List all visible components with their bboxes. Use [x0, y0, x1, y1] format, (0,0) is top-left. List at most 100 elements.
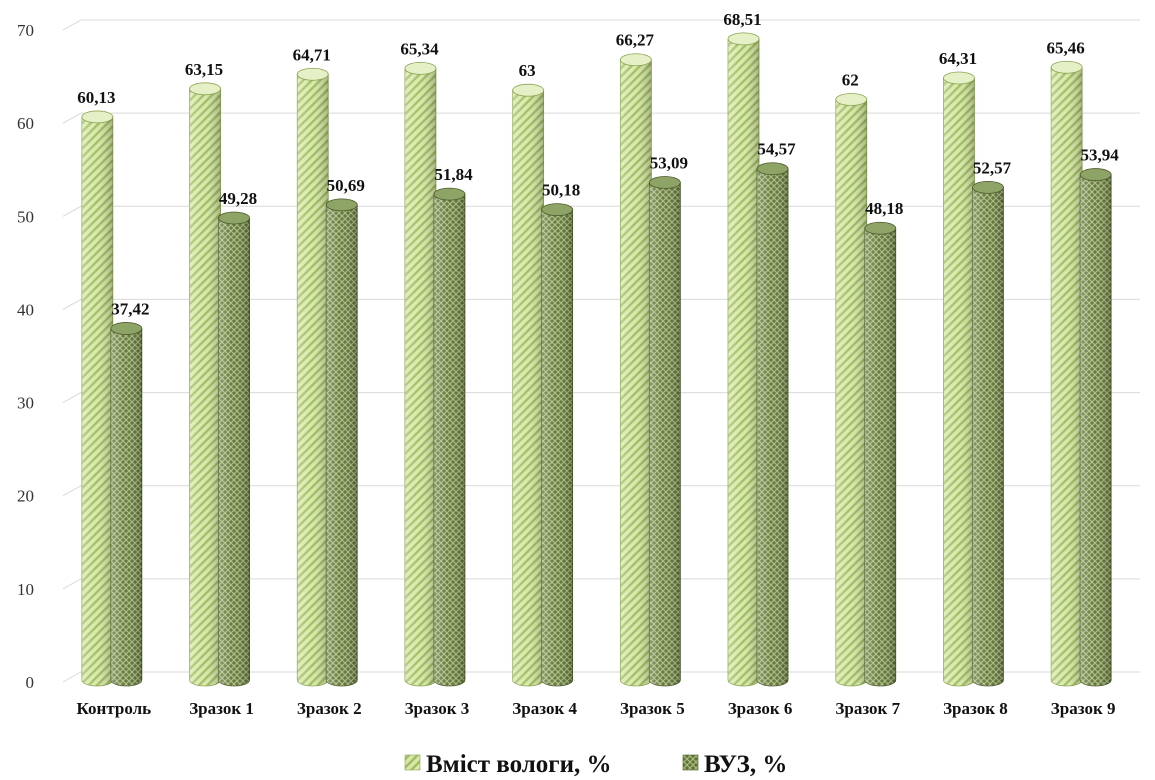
x-tick-label: Зразок 4	[512, 699, 577, 718]
bar-shading	[835, 99, 867, 686]
gridline	[62, 19, 1140, 31]
bar-shading	[110, 328, 142, 686]
data-label: 60,13	[77, 88, 115, 107]
data-label: 65,34	[400, 39, 439, 58]
y-tick-label: 50	[17, 207, 34, 226]
y-tick-label: 10	[17, 580, 34, 599]
bars-layer	[81, 32, 1112, 687]
bar-shading	[541, 209, 573, 686]
x-tick-label: Контроль	[77, 699, 152, 718]
y-tick-label: 20	[17, 487, 34, 506]
legend: Вміст вологи, % ВУЗ, %	[404, 751, 787, 778]
data-label: 50,18	[542, 181, 580, 200]
data-label: 64,71	[293, 45, 331, 64]
bar-vuz	[541, 203, 574, 687]
bar-vuz	[1079, 168, 1112, 687]
x-tick-label: Зразок 2	[297, 699, 362, 718]
data-label: 52,57	[973, 158, 1012, 177]
bar-vuz	[648, 176, 681, 687]
y-tick-label: 40	[17, 300, 34, 319]
bar-vuz	[325, 198, 358, 687]
x-tick-label: Зразок 7	[835, 699, 900, 718]
bar-shading	[512, 90, 544, 686]
bar-moisture	[296, 67, 329, 687]
bar-moisture	[619, 53, 652, 687]
data-label: 49,28	[219, 189, 257, 208]
bar-top	[1050, 60, 1083, 74]
bar-shading	[943, 77, 975, 686]
bar-moisture	[404, 62, 437, 687]
y-tick-label: 0	[26, 673, 35, 692]
legend-label: ВУЗ, %	[704, 751, 787, 778]
x-tick-label: Зразок 9	[1051, 699, 1116, 718]
data-label: 51,84	[434, 165, 473, 184]
bar-shading	[728, 38, 760, 686]
data-label: 50,69	[327, 176, 365, 195]
bar-shading	[620, 59, 652, 686]
data-label: 53,94	[1081, 146, 1120, 165]
bar-top	[404, 62, 437, 75]
bar-top	[189, 82, 221, 96]
bar-shading	[81, 116, 113, 686]
bar-shading	[189, 88, 221, 686]
bar-shading	[757, 168, 789, 686]
y-tick-label: 30	[17, 394, 34, 413]
data-label: 66,27	[616, 31, 655, 50]
data-label: 64,31	[939, 49, 977, 68]
bar-top	[835, 93, 868, 106]
bar-top	[972, 180, 1004, 194]
legend-swatch	[404, 754, 421, 771]
bar-moisture	[81, 110, 114, 687]
bar-shading	[326, 204, 358, 686]
bar-top	[864, 221, 897, 235]
data-label: 62	[842, 71, 859, 90]
x-tick-label: Зразок 8	[943, 699, 1008, 718]
bar-moisture	[189, 82, 221, 687]
data-labels-layer: 60,13 37,42 63,15 49,28 64,71 50,69 65,34 51,84…	[77, 10, 1119, 319]
bar-top	[1079, 168, 1112, 181]
bar-top	[756, 162, 789, 176]
bar-top	[727, 32, 760, 46]
bar-top	[619, 53, 652, 67]
y-tick-label: 70	[17, 21, 34, 40]
bar-top	[110, 322, 143, 335]
data-label: 65,46	[1047, 38, 1085, 57]
bar-top	[648, 176, 681, 189]
x-tick-label: Зразок 5	[620, 699, 685, 718]
bar-top	[433, 187, 466, 201]
bar-shading	[972, 187, 1004, 686]
gridline	[62, 112, 1140, 124]
x-tick-label: Зразок 3	[405, 699, 470, 718]
bar-shading	[433, 194, 465, 686]
bar-vuz	[218, 211, 250, 687]
bar-top	[81, 110, 114, 124]
bar-top	[218, 211, 250, 225]
bar-shading	[297, 74, 329, 686]
bar-shading	[218, 217, 250, 686]
bar-shading	[1080, 174, 1112, 686]
bar-top	[512, 83, 545, 97]
bar-moisture	[835, 93, 868, 687]
bar-top	[943, 71, 975, 85]
data-label: 37,42	[111, 299, 149, 318]
x-tick-label: Зразок 1	[189, 699, 254, 718]
bar-vuz	[972, 180, 1004, 687]
bar-top	[325, 198, 358, 212]
data-label: 63,15	[185, 60, 223, 79]
x-tick-label: Зразок 6	[728, 699, 793, 718]
bar-moisture	[727, 32, 760, 687]
bar-shading	[649, 182, 681, 686]
data-label: 63	[519, 61, 536, 80]
legend-swatch	[682, 754, 699, 771]
bar-moisture	[1050, 60, 1083, 687]
bar-shading	[404, 68, 436, 687]
data-label: 68,51	[723, 10, 761, 29]
data-label: 54,57	[757, 140, 796, 159]
bar-top	[541, 203, 574, 217]
bar-vuz	[864, 221, 897, 687]
bar-shading	[864, 228, 896, 686]
data-label: 48,18	[865, 199, 903, 218]
bar-shading	[1051, 67, 1083, 686]
bar-moisture	[943, 71, 975, 687]
